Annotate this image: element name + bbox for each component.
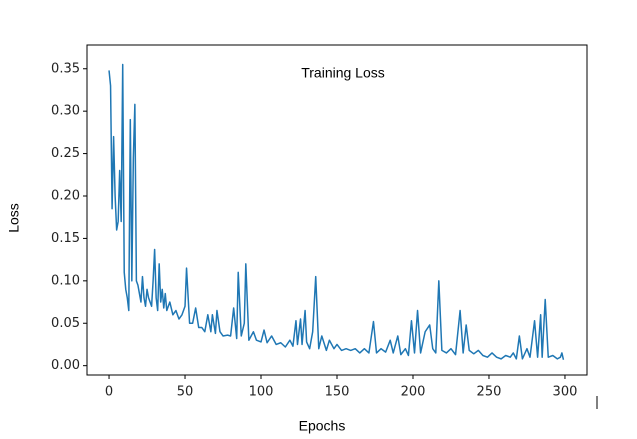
- y-tick-label: 0.00: [51, 358, 80, 373]
- chart-title: Training Loss: [301, 65, 385, 81]
- plot-frame: [86, 44, 588, 376]
- y-tick-label: 0.05: [51, 316, 80, 331]
- y-axis-label: Loss: [6, 203, 22, 233]
- y-tick-label: 0.15: [51, 231, 80, 246]
- x-tick-label: 300: [553, 385, 578, 400]
- x-tick-label: 50: [177, 385, 194, 400]
- x-tick-label: 150: [325, 385, 350, 400]
- y-tick-label: 0.25: [51, 146, 80, 161]
- y-tick-label: 0.30: [51, 104, 80, 119]
- y-tick-label: 0.10: [51, 273, 80, 288]
- y-tick-label: 0.20: [51, 189, 80, 204]
- x-tick-label: 250: [477, 385, 502, 400]
- x-tick-label: 200: [401, 385, 426, 400]
- y-tick-label: 0.35: [51, 61, 80, 76]
- x-tick-label: 100: [249, 385, 274, 400]
- x-tick-label: 0: [105, 385, 113, 400]
- loss-line: [108, 63, 565, 360]
- x-axis-label: Epochs: [299, 418, 346, 434]
